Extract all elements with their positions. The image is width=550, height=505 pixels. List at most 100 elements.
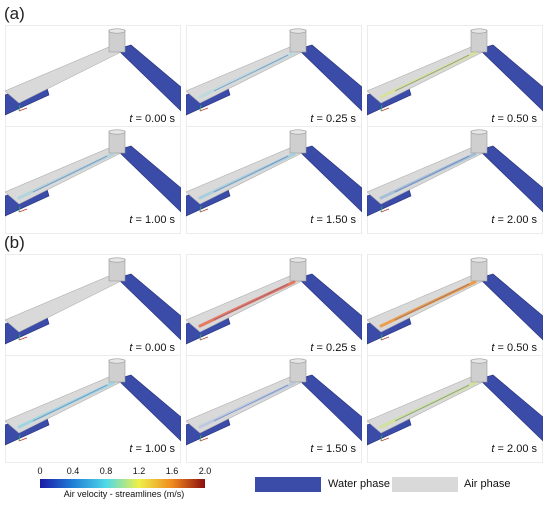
streamline — [198, 381, 296, 429]
colorbar-tick: 0.4 — [66, 466, 80, 476]
streamline — [213, 384, 289, 422]
panel-b-5: t = 1.50 s — [186, 355, 362, 463]
water-phase-swatch — [255, 477, 321, 492]
riser-cap — [108, 28, 126, 34]
riser-cap — [289, 28, 307, 34]
riser-cap — [108, 129, 126, 135]
pipe-render — [5, 129, 181, 217]
panel-b-6: t = 2.00 s — [367, 355, 543, 463]
riser-cap — [470, 28, 488, 34]
axis-x — [199, 107, 209, 112]
axis-x — [18, 336, 28, 341]
time-label: t = 1.50 s — [310, 443, 356, 455]
streamline — [394, 384, 470, 422]
right-leg-water — [297, 44, 362, 112]
right-leg-water — [116, 374, 181, 442]
axis-x — [18, 437, 28, 442]
pipe-render — [367, 358, 543, 446]
axis-y — [18, 205, 21, 213]
colorbar-title: Air velocity - streamlines (m/s) — [63, 489, 185, 499]
left-leg-air — [5, 275, 124, 333]
axis-y — [18, 104, 21, 112]
colorbar-tick: 1.2 — [132, 466, 146, 476]
air-phase-label: Air phase — [464, 478, 511, 490]
velocity-colorbar-legend: 0 0.4 0.8 1.2 1.6 2.0 Air velocity - str… — [34, 466, 214, 502]
streamline — [379, 381, 477, 429]
streamline — [17, 381, 115, 429]
axis-y — [380, 434, 383, 442]
time-label: t = 0.50 s — [491, 113, 537, 125]
pipe-render — [186, 129, 362, 217]
left-leg-air — [5, 46, 124, 104]
streamline — [32, 384, 108, 422]
pipe-render — [367, 28, 543, 116]
pipe-render — [186, 358, 362, 446]
colorbar-tick: 0 — [37, 466, 43, 476]
right-leg-water — [478, 374, 543, 442]
streamline — [32, 155, 108, 193]
right-leg-water — [297, 374, 362, 442]
air-phase-swatch — [392, 477, 458, 492]
streamline — [213, 54, 289, 92]
axis-x — [380, 107, 390, 112]
axis-y — [18, 434, 21, 442]
axis-y — [380, 104, 383, 112]
axis-y — [199, 434, 202, 442]
right-leg-water — [116, 145, 181, 213]
panel-a-2: t = 0.25 s — [186, 25, 362, 133]
water-phase-label: Water phase — [328, 478, 390, 490]
axis-y — [380, 205, 383, 213]
riser-cap — [289, 358, 307, 364]
pipe-render — [186, 28, 362, 116]
time-label: t = 1.00 s — [129, 443, 175, 455]
streamline — [213, 283, 289, 321]
axis-x — [380, 208, 390, 213]
panel-a-5: t = 1.50 s — [186, 126, 362, 234]
panel-b-1: t = 0.00 s — [5, 254, 181, 362]
colorbar-ticks: 0 0.4 0.8 1.2 1.6 2.0 — [34, 466, 214, 478]
right-leg-water — [116, 44, 181, 112]
right-leg-water — [478, 44, 543, 112]
panel-b-2: t = 0.25 s — [186, 254, 362, 362]
axis-y — [18, 333, 21, 341]
time-label: t = 0.25 s — [310, 113, 356, 125]
riser-cap — [470, 358, 488, 364]
axis-x — [18, 208, 28, 213]
axis-y — [199, 205, 202, 213]
panel-a-3: t = 0.50 s — [367, 25, 543, 133]
streamline — [394, 54, 470, 92]
streamline — [379, 51, 477, 99]
riser-cap — [470, 129, 488, 135]
pipe-render — [367, 129, 543, 217]
right-leg-water — [478, 273, 543, 341]
colorbar-strip — [40, 479, 205, 488]
pipe-render — [5, 257, 181, 345]
colorbar-tick: 2.0 — [198, 466, 212, 476]
panel-a-1: t = 0.00 s — [5, 25, 181, 133]
streamline — [379, 280, 477, 328]
riser-cap — [108, 358, 126, 364]
streamline — [394, 283, 470, 321]
section-label-b: (b) — [4, 233, 25, 252]
time-label: t = 1.50 s — [310, 214, 356, 226]
panel-a-6: t = 2.00 s — [367, 126, 543, 234]
panel-b-3: t = 0.50 s — [367, 254, 543, 362]
riser-cap — [289, 257, 307, 263]
axis-x — [380, 437, 390, 442]
riser-cap — [470, 257, 488, 263]
section-label-a: (a) — [4, 4, 25, 23]
pipe-render — [5, 358, 181, 446]
streamline — [198, 51, 296, 99]
pipe-render — [186, 257, 362, 345]
panel-a-4: t = 1.00 s — [5, 126, 181, 234]
axis-y — [199, 333, 202, 341]
panel-b-4: t = 1.00 s — [5, 355, 181, 463]
streamline — [198, 152, 296, 200]
axis-y — [199, 104, 202, 112]
streamline — [17, 152, 115, 200]
pipe-render — [367, 257, 543, 345]
right-leg-water — [297, 145, 362, 213]
colorbar-tick: 1.6 — [165, 466, 179, 476]
riser-cap — [108, 257, 126, 263]
axis-x — [199, 208, 209, 213]
